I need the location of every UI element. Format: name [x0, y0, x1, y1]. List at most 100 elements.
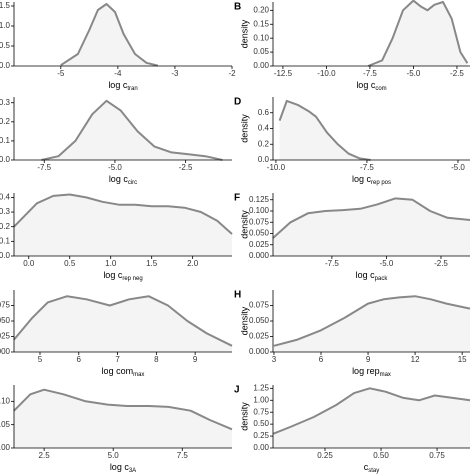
y-tick-label: 0.50 [253, 419, 269, 428]
x-tick-label: 9 [193, 355, 198, 364]
y-tick-label: 0.025 [249, 240, 270, 249]
y-tick-label: 0.15 [253, 19, 269, 28]
y-tick-label: 0.025 [0, 332, 11, 341]
x-tick-label: -12.5 [274, 69, 293, 78]
x-tick-label: -5.0 [407, 69, 421, 78]
y-tick-label: 1.5 [0, 1, 11, 10]
x-tick-label: -2.5 [434, 259, 448, 268]
x-axis-label-sub: tran [127, 86, 137, 92]
x-axis-label-sub: pack [375, 276, 389, 282]
y-tick-label: 0.05 [0, 420, 11, 429]
panel-label: J [234, 385, 240, 396]
y-tick-label: 0.075 [249, 301, 270, 310]
y-tick-label: 0.3 [0, 98, 11, 107]
x-axis-label-sub: max [380, 372, 391, 378]
x-axis-label-sub: com [375, 86, 386, 92]
y-tick-label: 0.00 [253, 443, 269, 452]
density-line [41, 99, 223, 161]
y-tick-label: 0.10 [253, 33, 269, 42]
x-tick-label: 12 [411, 355, 420, 364]
y-tick-label: 0.050 [0, 316, 11, 325]
x-tick-label: -7.5 [363, 69, 377, 78]
x-tick-label: -7.5 [37, 163, 51, 172]
density-area [14, 296, 232, 352]
x-tick-label: -2.5 [179, 163, 193, 172]
x-tick-label: -7.5 [360, 163, 374, 172]
x-tick-label: 5 [38, 355, 43, 364]
x-axis-label-sub: rep neg [122, 276, 142, 282]
x-tick-label: 6 [77, 355, 82, 364]
y-tick-label: 0.4 [0, 193, 11, 202]
y-tick-label: 0.050 [249, 229, 270, 238]
x-axis-label-main: log c [109, 174, 129, 184]
x-axis-label: log crep pos [352, 174, 391, 185]
panel-label: B [234, 2, 241, 13]
density-line [367, 0, 469, 67]
x-tick-label: 6 [319, 355, 324, 364]
x-tick-label: 9 [366, 355, 371, 364]
panel-label: H [234, 290, 241, 301]
x-tick-label: 0.50 [373, 451, 389, 460]
y-tick-label: 0.20 [253, 5, 269, 14]
x-tick-label: 2.5 [39, 451, 51, 460]
y-tick-label: 0.000 [249, 251, 270, 260]
density-line [13, 388, 233, 431]
density-area [273, 388, 470, 448]
y-axis-label: density [239, 210, 249, 239]
x-tick-label: 7 [115, 355, 120, 364]
x-tick-label: 2.0 [187, 259, 199, 268]
x-tick-label: -5.0 [380, 259, 394, 268]
density-area [41, 100, 223, 160]
x-axis-label-main: log c [356, 80, 376, 90]
x-tick-label: -5.0 [451, 163, 465, 172]
x-tick-label: -4 [114, 69, 122, 78]
x-tick-label: 7.5 [177, 451, 189, 460]
x-tick-label: -10.0 [317, 69, 336, 78]
density-area [60, 4, 158, 66]
y-axis-label: density [239, 306, 249, 335]
y-tick-label: 0.25 [253, 431, 269, 440]
density-line [278, 99, 371, 161]
y-tick-label: 0.5 [0, 41, 11, 50]
y-axis-label: density [239, 19, 249, 48]
density-area [368, 0, 468, 67]
density-line [272, 197, 471, 239]
y-tick-label: 1.0 [0, 21, 11, 30]
density-area [14, 389, 232, 448]
y-tick-label: 0.1 [0, 236, 11, 245]
x-axis-label-sub: max [133, 372, 144, 378]
y-tick-label: 0.3 [0, 207, 11, 216]
y-tick-label: 0.075 [249, 217, 270, 226]
y-tick-label: 0.10 [0, 396, 11, 405]
y-tick-label: 0.0 [0, 61, 11, 70]
x-tick-label: 1.0 [105, 259, 117, 268]
y-tick-label: 0.6 [258, 108, 270, 117]
y-tick-label: 0.075 [0, 301, 11, 310]
x-tick-label: 0.0 [23, 259, 35, 268]
x-axis-label-sub: rep pos [371, 180, 391, 186]
x-axis-label: log crep neg [103, 270, 142, 281]
y-tick-label: 0.0 [0, 251, 11, 260]
x-tick-label: -5.0 [108, 163, 122, 172]
x-axis-label: log c3A [110, 462, 136, 473]
y-tick-label: 0.050 [249, 316, 270, 325]
density-area [273, 296, 470, 352]
x-tick-label: 0.75 [429, 451, 445, 460]
x-axis-label: log ccirc [109, 174, 137, 185]
density-area [273, 198, 470, 256]
x-axis-label-sub: 3A [129, 468, 136, 474]
y-tick-label: 1.25 [253, 383, 269, 392]
y-tick-label: 0.0 [0, 155, 11, 164]
x-axis-label: log commax [102, 366, 145, 377]
y-tick-label: 0.00 [0, 443, 11, 452]
x-tick-label: -10.0 [267, 163, 286, 172]
x-axis-label: log ctran [108, 80, 137, 91]
y-tick-label: 0.2 [0, 222, 11, 231]
x-tick-label: -2.5 [450, 69, 464, 78]
x-axis-label-sub: circ [128, 180, 137, 186]
x-tick-label: 5.0 [108, 451, 120, 460]
y-tick-label: 0.75 [253, 407, 269, 416]
x-axis-label: log ccom [356, 80, 386, 91]
x-axis-label-sub: stay [368, 468, 379, 474]
x-axis-label-main: log rep [352, 366, 380, 376]
